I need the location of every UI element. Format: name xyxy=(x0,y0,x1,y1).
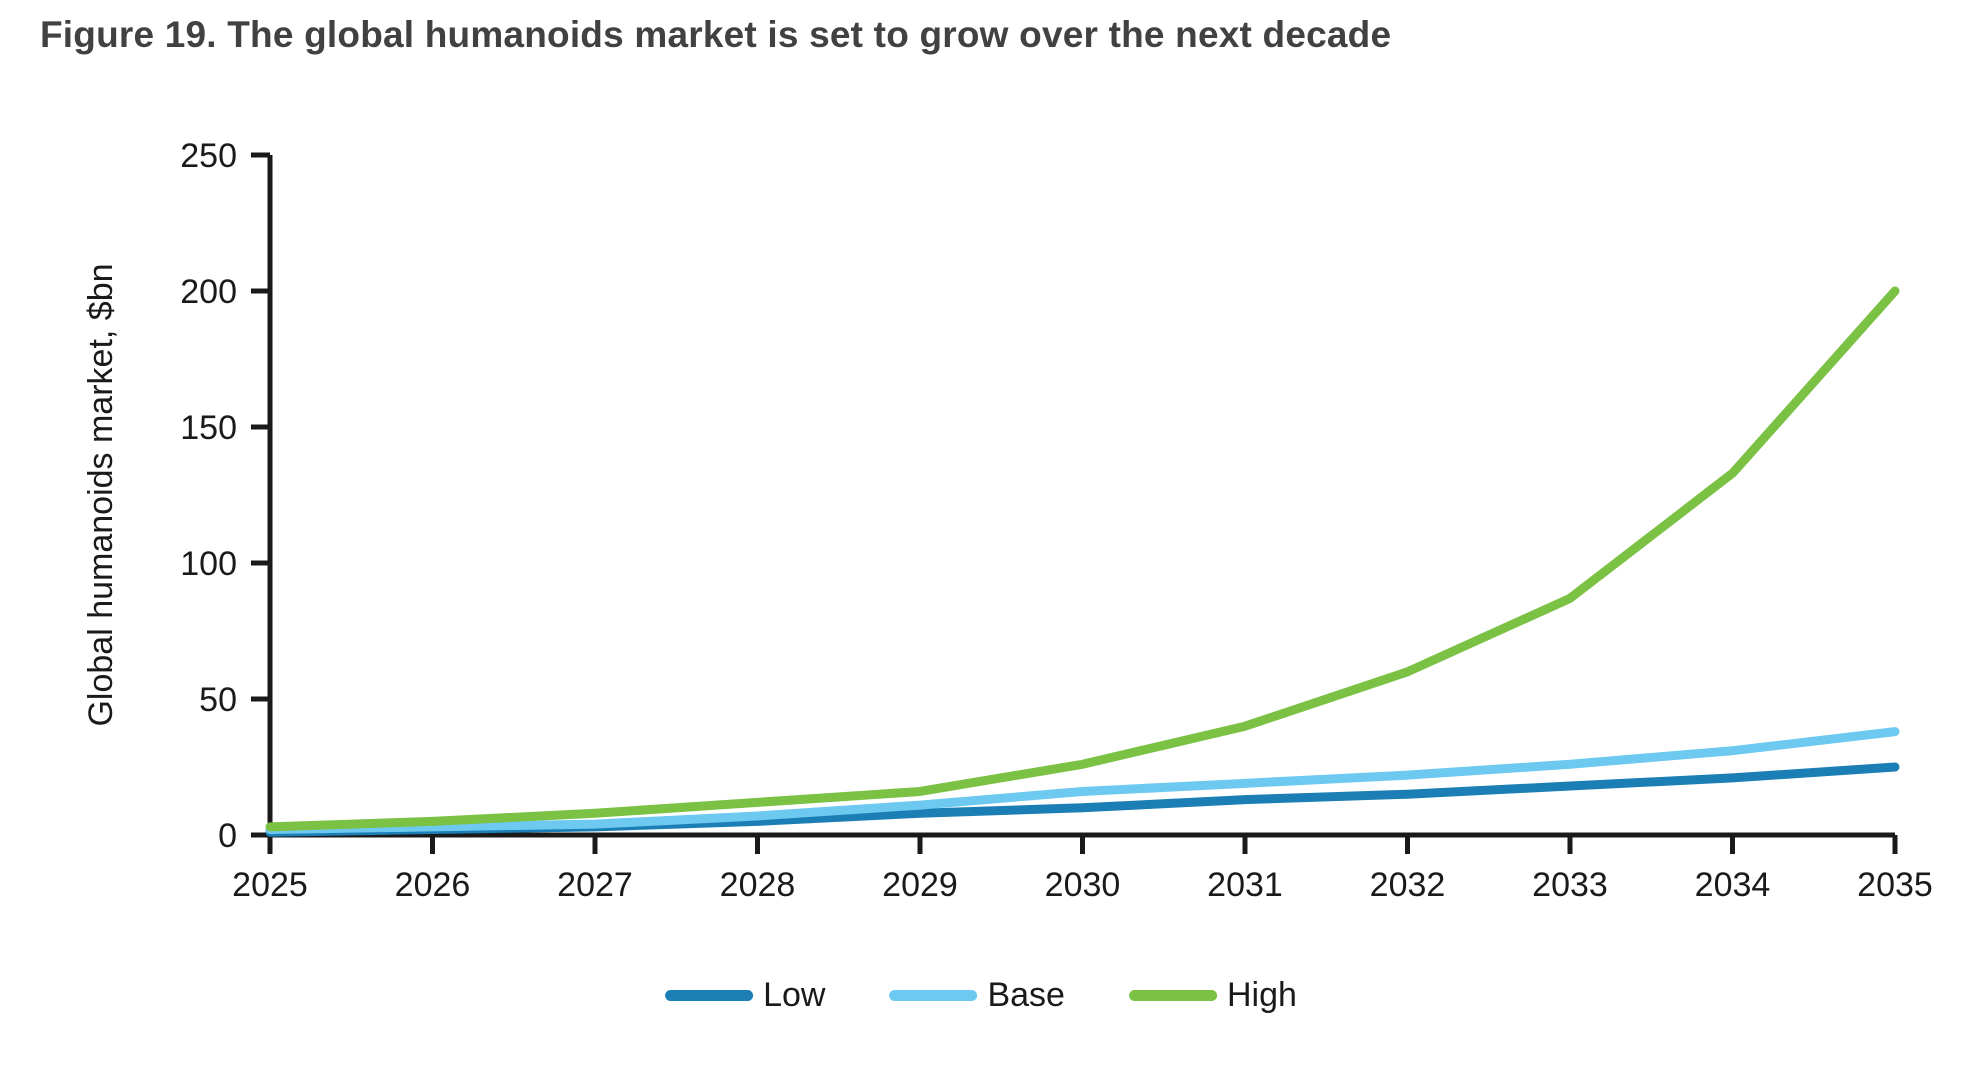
x-tick-label: 2029 xyxy=(882,866,958,904)
legend-label-base: Base xyxy=(987,976,1065,1014)
legend-item-low: Low xyxy=(665,976,825,1015)
x-tick-label: 2027 xyxy=(557,866,633,904)
x-tick-label: 2032 xyxy=(1370,866,1446,904)
x-tick-label: 2030 xyxy=(1045,866,1121,904)
x-axis-ticks: 2025 2026 2027 2028 2029 2030 2031 2032 2033 2034… xyxy=(232,835,1933,904)
x-tick-label: 2033 xyxy=(1532,866,1608,904)
y-tick-label: 0 xyxy=(218,817,237,855)
axes xyxy=(267,155,1895,838)
y-axis-title-group: Global humanoids market, $bn xyxy=(82,263,120,726)
legend-swatch-high xyxy=(1128,990,1217,1001)
x-tick-label: 2025 xyxy=(232,866,308,904)
chart-legend: Low Base High xyxy=(665,976,1297,1015)
series-line-base xyxy=(265,727,1900,835)
y-tick-label: 50 xyxy=(199,681,237,719)
y-tick-label: 150 xyxy=(180,409,237,447)
y-axis-title: Global humanoids market, $bn xyxy=(82,263,120,726)
legend-swatch-low xyxy=(665,990,754,1001)
axis-frame xyxy=(267,155,1895,838)
legend-label-low: Low xyxy=(763,976,826,1014)
x-tick-label: 2031 xyxy=(1207,866,1283,904)
x-tick-label: 2026 xyxy=(395,866,471,904)
legend-item-high: High xyxy=(1128,976,1297,1015)
figure-title: Figure 19. The global humanoids market i… xyxy=(40,14,1392,55)
series-line-high xyxy=(265,286,1900,832)
legend-swatch-base xyxy=(889,990,978,1001)
y-tick-label: 100 xyxy=(180,545,237,583)
x-tick-label: 2035 xyxy=(1857,866,1933,904)
series-lines xyxy=(265,286,1900,837)
y-tick-label: 200 xyxy=(180,273,237,311)
y-tick-label: 250 xyxy=(180,137,237,175)
x-tick-label: 2034 xyxy=(1695,866,1771,904)
legend-item-base: Base xyxy=(889,976,1065,1015)
x-tick-label: 2028 xyxy=(720,866,796,904)
y-axis-ticks: 0 50 100 150 200 250 xyxy=(180,137,270,855)
legend-label-high: High xyxy=(1226,976,1297,1014)
